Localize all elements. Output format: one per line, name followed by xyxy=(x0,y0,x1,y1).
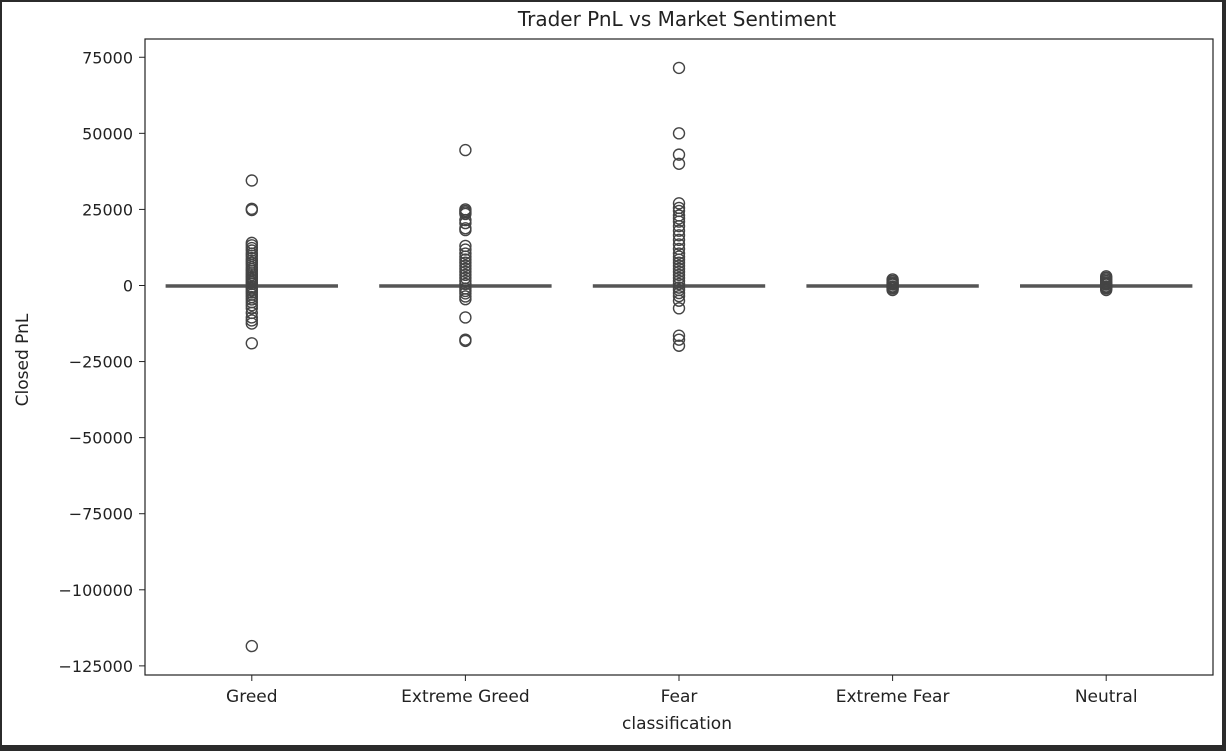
outlier-point xyxy=(245,174,259,187)
outlier-point xyxy=(245,302,259,315)
y-tick-label: −25000 xyxy=(69,353,133,372)
outlier-point xyxy=(245,337,259,350)
outlier-point xyxy=(245,311,259,324)
outlier-point xyxy=(459,253,472,266)
x-tick-label: Neutral xyxy=(1075,687,1138,707)
outlier-point xyxy=(459,223,472,237)
outlier-point xyxy=(245,299,259,312)
outlier-point xyxy=(245,314,259,327)
outlier-point xyxy=(245,317,259,330)
outlier-point xyxy=(459,207,472,221)
outlier-point xyxy=(459,256,472,269)
outlier-point xyxy=(459,265,472,278)
outlier-point xyxy=(459,243,472,256)
outlier-point xyxy=(245,639,259,653)
y-tick-label: 25000 xyxy=(82,200,133,219)
outlier-point xyxy=(459,311,472,324)
outlier-point xyxy=(672,302,686,315)
outlier-point xyxy=(459,274,472,288)
outlier-point xyxy=(672,157,686,170)
outlier-point xyxy=(672,274,686,288)
x-axis-label: classification xyxy=(622,714,732,734)
outlier-point xyxy=(459,250,472,263)
outlier-point xyxy=(1099,283,1113,297)
outlier-point xyxy=(672,277,686,291)
outlier-point xyxy=(672,61,686,75)
chart-title: Trader PnL vs Market Sentiment xyxy=(517,7,836,31)
outlier-point xyxy=(672,197,686,210)
outlier-point xyxy=(459,277,472,291)
outlier-point xyxy=(672,253,686,266)
y-tick-label: −50000 xyxy=(69,429,133,448)
outlier-point xyxy=(672,271,686,285)
outlier-point xyxy=(672,262,686,275)
outlier-point xyxy=(672,127,686,140)
outlier-point xyxy=(459,216,472,230)
outlier-point xyxy=(245,244,259,257)
outlier-point xyxy=(672,247,686,260)
outlier-point xyxy=(672,215,686,228)
outlier-point xyxy=(459,143,472,157)
outlier-point xyxy=(672,339,686,352)
x-tick-label: Fear xyxy=(661,687,698,707)
x-tick-label: Extreme Greed xyxy=(401,687,529,707)
outlier-point xyxy=(672,250,686,263)
outlier-point xyxy=(459,259,472,272)
outlier-point xyxy=(672,219,686,233)
plot-area: 75000 50000 25000 0 −25000 −50000 −75000 −10000… xyxy=(59,48,1193,707)
outlier-point xyxy=(672,268,686,282)
outlier-point xyxy=(459,334,472,348)
outlier-point xyxy=(672,212,686,225)
outlier-point xyxy=(672,329,686,342)
y-tick-label: −75000 xyxy=(69,505,133,524)
outlier-point xyxy=(672,289,686,303)
x-tick-label: Greed xyxy=(226,687,278,707)
outlier-point xyxy=(672,259,686,272)
outlier-point xyxy=(459,268,472,282)
plot-frame xyxy=(144,38,1214,676)
outlier-point xyxy=(459,262,472,275)
x-tick-label: Extreme Fear xyxy=(836,687,950,707)
outlier-point xyxy=(672,333,686,346)
outlier-point xyxy=(886,283,899,297)
outlier-point xyxy=(672,238,686,251)
outlier-point xyxy=(459,247,472,260)
outlier-point xyxy=(459,287,472,300)
y-axis-label: Closed PnL xyxy=(13,313,33,406)
y-tick-label: 50000 xyxy=(82,124,133,143)
outlier-point xyxy=(672,286,686,300)
outlier-point xyxy=(245,203,259,217)
outlier-point xyxy=(672,265,686,278)
outlier-point xyxy=(672,224,686,237)
outlier-point xyxy=(672,233,686,247)
y-tick-label: −125000 xyxy=(59,657,133,676)
outlier-point xyxy=(672,256,686,269)
y-tick-label: −100000 xyxy=(59,581,133,600)
y-tick-label: 75000 xyxy=(82,48,133,67)
y-tick-label: 0 xyxy=(123,276,133,295)
outlier-point xyxy=(672,229,686,242)
outlier-point xyxy=(459,292,472,306)
outlier-point xyxy=(672,294,686,307)
outlier-point xyxy=(459,213,472,227)
outlier-point xyxy=(672,148,686,161)
